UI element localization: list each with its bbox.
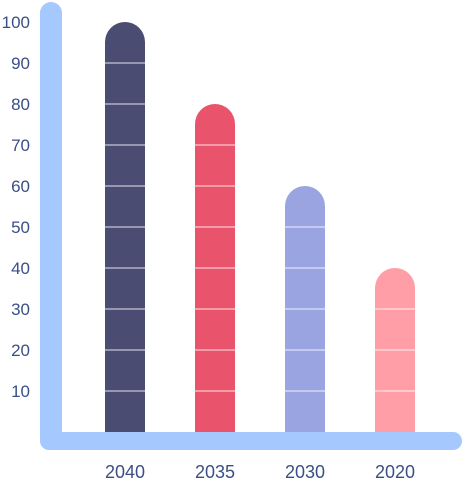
y-tick-label-80: 80 [11, 95, 30, 114]
y-tick-label-20: 20 [11, 341, 30, 360]
x-tick-label-2020: 2020 [375, 462, 415, 482]
y-tick-label-40: 40 [11, 259, 30, 278]
y-tick-label-70: 70 [11, 136, 30, 155]
y-axis-line [40, 2, 62, 450]
y-tick-label-90: 90 [11, 54, 30, 73]
bars-group [105, 22, 415, 432]
y-tick-label-100: 100 [2, 13, 30, 32]
x-tick-label-2030: 2030 [285, 462, 325, 482]
y-tick-label-10: 10 [11, 382, 30, 401]
x-axis-tick-labels: 2040 2035 2030 2020 [105, 462, 415, 482]
x-axis-line [40, 432, 462, 450]
y-axis-tick-labels: 10 20 30 40 50 60 70 80 90 100 [2, 13, 30, 401]
x-tick-label-2035: 2035 [195, 462, 235, 482]
y-tick-label-50: 50 [11, 218, 30, 237]
y-tick-label-30: 30 [11, 300, 30, 319]
x-tick-label-2040: 2040 [105, 462, 145, 482]
y-tick-label-60: 60 [11, 177, 30, 196]
